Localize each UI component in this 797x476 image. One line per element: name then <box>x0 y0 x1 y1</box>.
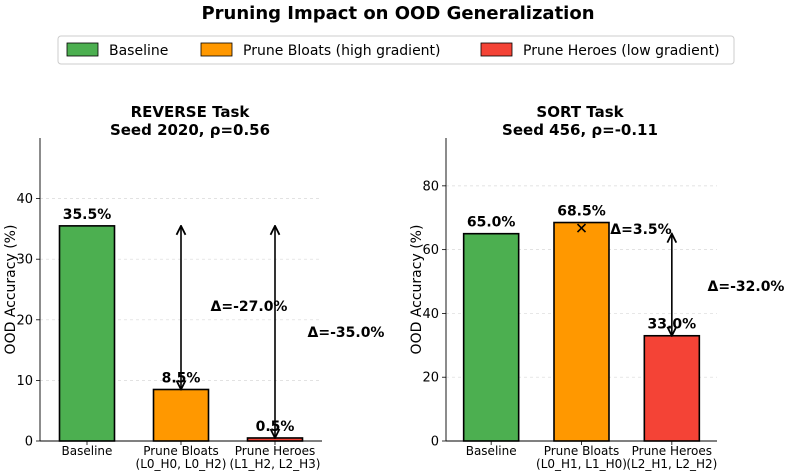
x-tick-label-line: Prune Bloats <box>544 444 620 458</box>
x-tick-label-line: (L1_H2, L2_H3) <box>230 457 321 471</box>
x-tick-label-line: (L0_H0, L0_H2) <box>136 457 227 471</box>
y-tick-label: 0 <box>25 435 33 450</box>
x-tick-label: Baseline <box>466 444 517 458</box>
y-tick-label: 40 <box>422 307 439 322</box>
bar <box>462 232 520 442</box>
x-tick-label-line: (L0_H1, L1_H0) <box>536 457 627 471</box>
delta-label: Δ=-27.0% <box>211 299 288 315</box>
delta-label: Δ=-35.0% <box>308 325 385 341</box>
y-axis-label: OOD Accuracy (%) <box>409 225 425 355</box>
value-label: 68.5% <box>557 204 606 220</box>
legend-swatch-prune-bloats <box>200 42 233 57</box>
panel-subtitle: Seed 456, ρ=-0.11 <box>502 121 658 139</box>
bar <box>246 437 304 442</box>
delta-label: Δ=-32.0% <box>708 279 785 295</box>
bar <box>152 388 210 442</box>
legend: Baseline Prune Bloats (high gradient) Pr… <box>57 35 735 65</box>
x-tick-label: Prune Heroes (L2_H1, L2_H2) <box>626 444 717 471</box>
x-tick-label-line: Baseline <box>62 444 113 458</box>
y-tick-label: 10 <box>16 374 33 389</box>
x-tick-label: Prune Heroes (L1_H2, L2_H3) <box>230 444 321 471</box>
x-tick-label-line: Baseline <box>466 444 517 458</box>
legend-swatch-prune-heroes <box>480 42 513 57</box>
legend-label-prune-heroes: Prune Heroes (low gradient) <box>523 43 720 59</box>
y-tick-label: 0 <box>431 435 439 450</box>
y-tick-label: 60 <box>422 243 439 258</box>
bar <box>553 221 610 442</box>
x-tick-label-line: Prune Bloats <box>143 444 219 458</box>
x-tick-label-line: (L2_H1, L2_H2) <box>626 457 717 471</box>
x-tick-label: Prune Bloats (L0_H0, L0_H2) <box>136 444 227 471</box>
delta-label: Δ=3.5% <box>610 222 671 238</box>
legend-swatch-baseline <box>66 42 99 57</box>
y-tick-label: 20 <box>422 371 439 386</box>
bar <box>643 334 701 442</box>
y-tick-label: 40 <box>16 192 33 207</box>
x-tick-label: Prune Bloats (L0_H1, L1_H0) <box>536 444 627 471</box>
y-tick-label: 30 <box>16 253 33 268</box>
panel-subtitle: Seed 2020, ρ=0.56 <box>110 121 270 139</box>
x-tick-label-line: Prune Heroes <box>632 444 712 458</box>
legend-label-baseline: Baseline <box>109 43 168 59</box>
value-label: 35.5% <box>63 207 112 223</box>
y-tick-label: 20 <box>16 313 33 328</box>
y-tick-label: 80 <box>422 179 439 194</box>
legend-label-prune-bloats: Prune Bloats (high gradient) <box>243 43 441 59</box>
x-tick-label-line: Prune Heroes <box>235 444 315 458</box>
value-label: 65.0% <box>467 215 516 231</box>
figure-title: Pruning Impact on OOD Generalization <box>201 3 594 24</box>
bar <box>58 225 116 442</box>
delta-arrow <box>576 223 587 233</box>
x-tick-label: Baseline <box>62 444 113 458</box>
y-axis-label: OOD Accuracy (%) <box>3 225 19 355</box>
panel-title: REVERSE Task <box>131 103 251 121</box>
panel-title: SORT Task <box>536 103 624 121</box>
